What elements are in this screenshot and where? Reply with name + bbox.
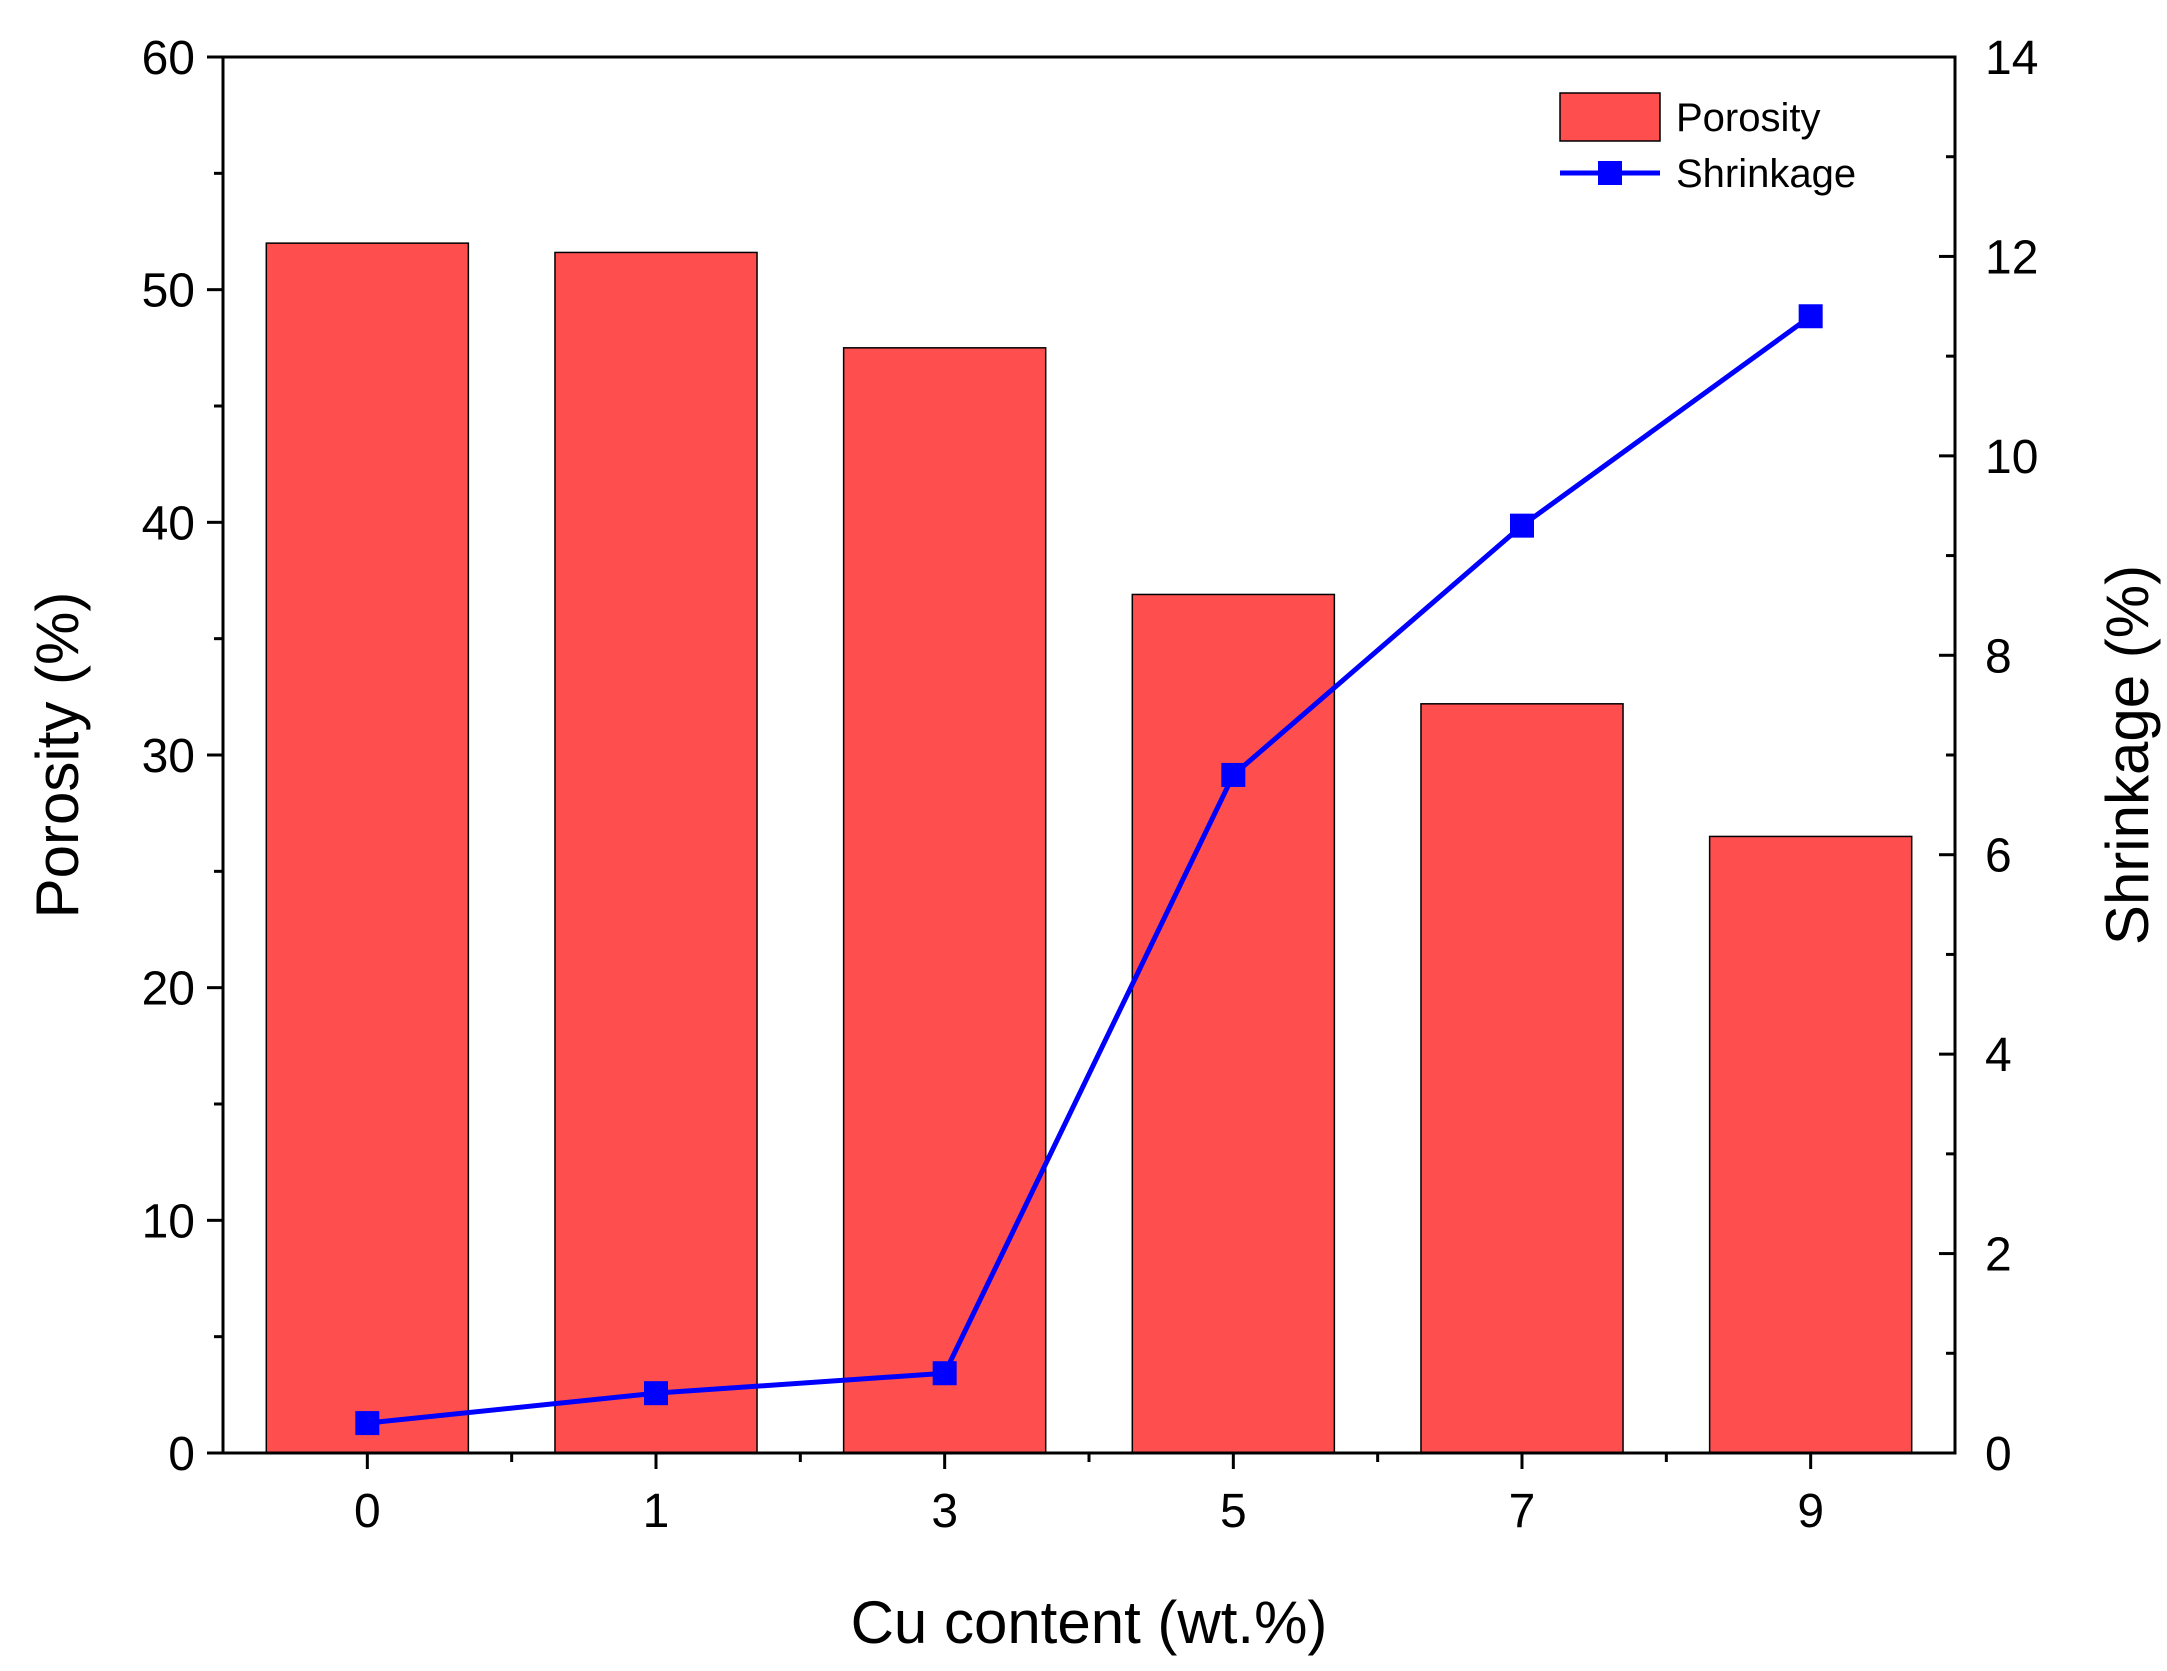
shrinkage-point <box>644 1381 668 1406</box>
porosity-bar <box>1131 593 1336 1454</box>
legend-porosity-label: Porosity <box>1676 96 1821 140</box>
shrinkage-point <box>355 1411 380 1436</box>
shrinkage-point <box>1221 762 1246 787</box>
x-tick-label: 0 <box>354 1485 381 1538</box>
y-right-tick-label: 6 <box>1985 830 2012 883</box>
x-tick-label: 1 <box>643 1485 670 1538</box>
y-right-tick-label: 0 <box>1985 1428 2012 1481</box>
y-right-tick-label: 10 <box>1985 431 2038 484</box>
y-left-tick-label: 20 <box>142 963 195 1016</box>
y-axis-left-title: Porosity (%) <box>24 592 91 919</box>
x-tick-label: 3 <box>931 1485 958 1538</box>
y-left-tick-label: 40 <box>142 497 195 550</box>
y-left-tick-label: 50 <box>142 265 195 318</box>
y-left-tick-label: 10 <box>142 1195 195 1248</box>
y-left-tick-label: 0 <box>168 1428 195 1481</box>
porosity-bar <box>1708 835 1913 1454</box>
shrinkage-point <box>1798 304 1823 329</box>
shrinkage-line-series <box>355 304 1823 1436</box>
porosity-bar <box>842 347 1047 1454</box>
x-tick-label: 7 <box>1509 1485 1536 1538</box>
y-left-tick-label: 60 <box>142 32 195 85</box>
y-axis-right-title: Shrinkage (%) <box>2094 565 2161 945</box>
y-right-tick-label: 2 <box>1985 1229 2012 1282</box>
porosity-bar <box>1420 703 1624 1454</box>
porosity-bars <box>265 242 1913 1454</box>
y-left-tick-label: 30 <box>142 730 195 783</box>
y-right-tick-label: 4 <box>1985 1029 2012 1082</box>
x-axis-title: Cu content (wt.%) <box>851 1589 1328 1656</box>
shrinkage-point <box>932 1361 957 1386</box>
legend-porosity-swatch <box>1559 92 1661 142</box>
y-right-tick-label: 8 <box>1985 630 2012 683</box>
axis-ticks <box>207 55 1955 1469</box>
porosity-bar <box>554 251 758 1454</box>
porosity-bar <box>265 242 470 1454</box>
legend: Porosity Shrinkage <box>1559 92 1856 196</box>
x-tick-label: 9 <box>1797 1485 1824 1538</box>
x-tick-label: 5 <box>1220 1485 1247 1538</box>
shrinkage-line <box>367 314 1813 1426</box>
legend-shrinkage-marker <box>1598 161 1622 185</box>
y-right-tick-label: 12 <box>1985 231 2038 284</box>
tick-labels: 0 10 20 30 40 50 60 0 2 4 6 8 10 12 14 0 1 3 5 7 9 <box>142 32 2039 1538</box>
y-right-tick-label: 14 <box>1985 32 2038 85</box>
legend-shrinkage-label: Shrinkage <box>1676 152 1856 196</box>
shrinkage-point <box>1510 513 1534 538</box>
